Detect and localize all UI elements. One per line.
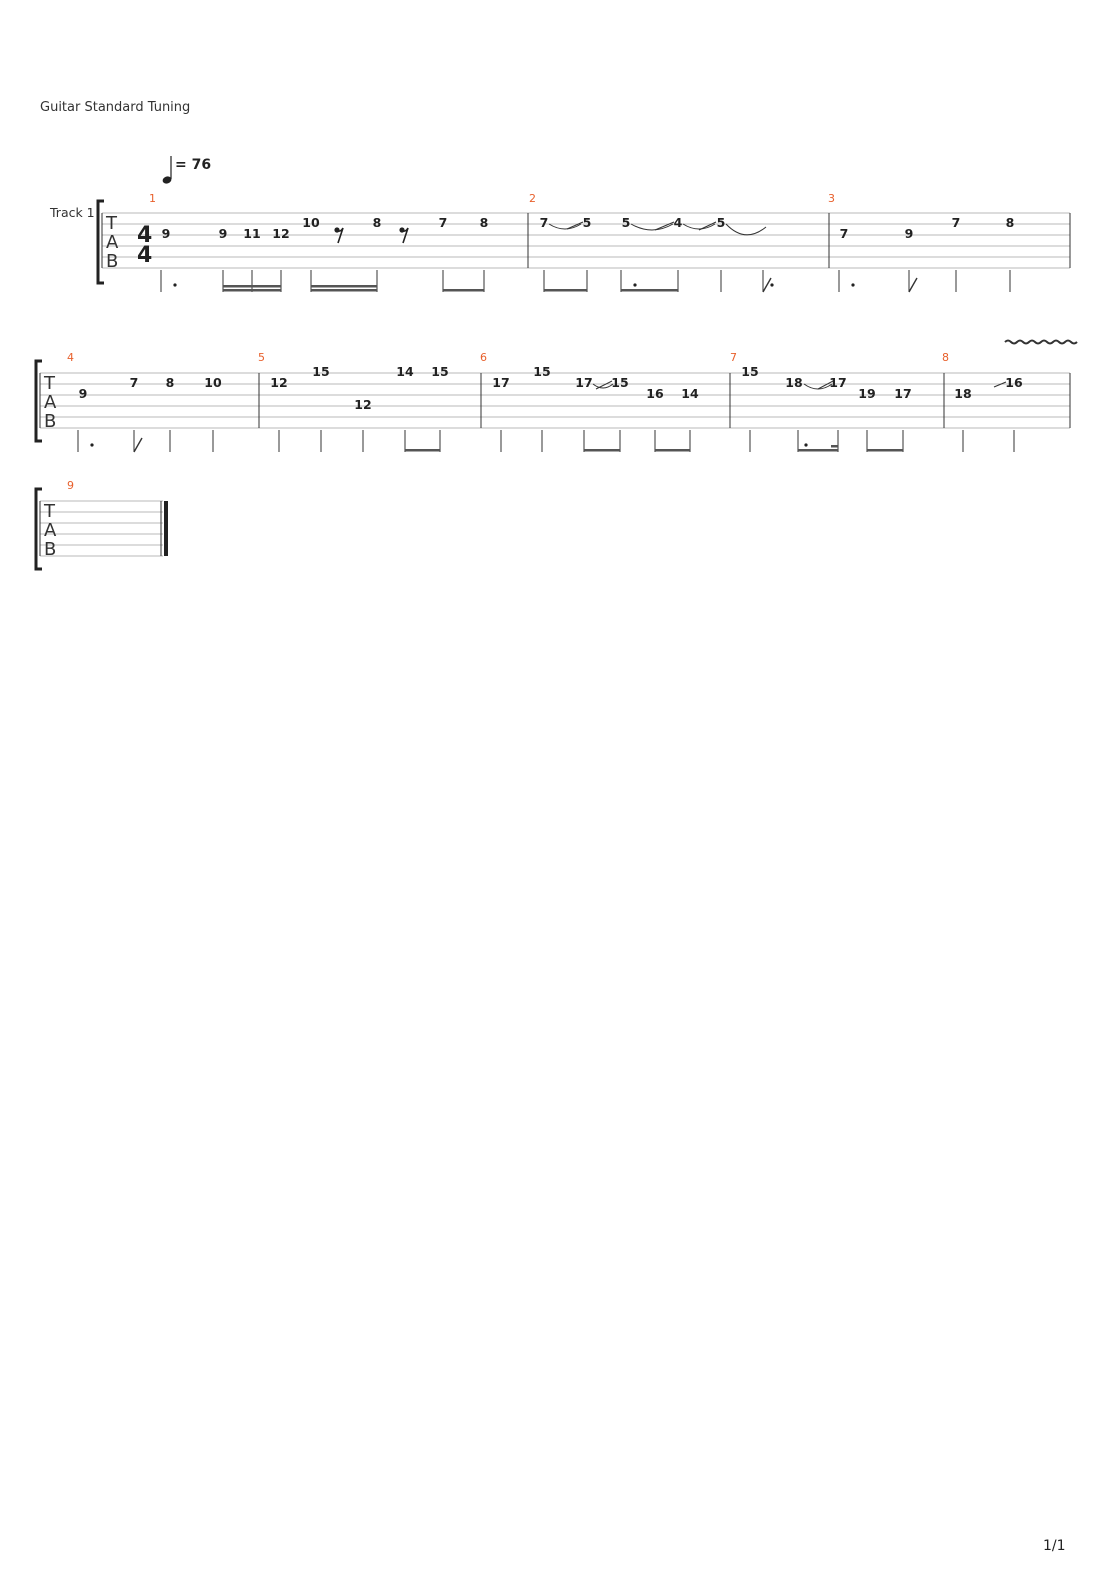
tab-staff-lines [102,212,1070,269]
system-2: T A B 4 5 6 7 8 9 7 8 10 12 15 12 14 15 … [34,339,1078,453]
measure-number: 3 [828,192,835,205]
measure-number: 4 [67,351,74,364]
tab-letter-t: T [43,501,56,522]
fret-number: 14 [681,386,699,401]
page-number: 1/1 [1043,1538,1066,1554]
fret-number: 7 [952,215,961,230]
fret-number: 7 [840,226,849,241]
tempo-text: = 76 [175,157,211,173]
rhythm-dots [90,443,808,447]
rhythm-flags [762,277,918,293]
final-barline-thick [164,501,168,556]
fret-number: 17 [829,375,846,390]
fret-number: 17 [575,375,592,390]
tie-slide-marks [548,221,767,236]
fret-number: 4 [674,215,683,230]
tab-letter-t: T [43,373,56,394]
rhythm-stems [77,430,1015,452]
fret-number: 10 [204,375,222,390]
fret-number: 12 [354,397,371,412]
rhythm-dots [173,283,855,287]
fret-number: 9 [905,226,914,241]
fret-number: 8 [480,215,489,230]
fret-number: 15 [312,364,329,379]
fret-number: 16 [1005,375,1023,390]
fret-number: 7 [439,215,448,230]
measure-number: 8 [942,351,949,364]
measure-number: 1 [149,192,156,205]
measure-number: 5 [258,351,265,364]
fret-number: 15 [533,364,550,379]
tab-staff-lines [40,500,163,557]
fret-number: 15 [431,364,448,379]
fret-number: 14 [396,364,414,379]
fret-number: 8 [1006,215,1015,230]
measure-number: 9 [67,479,74,492]
time-signature-bottom: 4 [137,243,152,268]
system-brace [34,487,42,571]
barlines [101,213,1071,268]
fret-number: 9 [219,226,228,241]
rhythm-beams [223,285,678,292]
fret-number: 5 [583,215,592,230]
vibrato-mark [1004,339,1078,345]
tab-letter-a: A [44,392,57,413]
tab-letter-a: A [106,232,119,253]
measure-number: 2 [529,192,536,205]
time-signature-top: 4 [137,223,152,248]
track-label: Track 1 [49,205,95,220]
barlines [39,373,1071,428]
fret-number: 5 [622,215,631,230]
fret-number: 16 [646,386,664,401]
system-1: Track 1 T A B 4 4 1 2 3 9 9 11 1 [49,192,1071,293]
fret-number: 18 [954,386,971,401]
fret-number: 8 [166,375,175,390]
fret-number: 7 [130,375,139,390]
system-brace [96,199,104,285]
rhythm-flags [133,437,143,453]
fret-number: 7 [540,215,549,230]
fret-number: 18 [785,375,802,390]
rhythm-beams [405,445,903,452]
fret-number: 15 [611,375,628,390]
fret-number: 19 [858,386,875,401]
measure-number: 7 [730,351,737,364]
tab-staff-lines [40,372,1070,429]
tempo-marking: = 76 [162,156,211,184]
fret-number: 17 [894,386,911,401]
tab-letter-b: B [106,251,118,272]
measure-number: 6 [480,351,487,364]
fret-number: 9 [162,226,171,241]
tie-slide-marks [592,380,1007,390]
fret-number: 15 [741,364,758,379]
tab-letter-a: A [44,520,57,541]
fret-number: 10 [302,215,320,230]
tab-letter-t: T [105,213,118,234]
tab-letter-b: B [44,539,56,560]
system-brace [34,359,42,443]
fret-number: 12 [270,375,287,390]
fret-number: 11 [243,226,260,241]
fret-number: 5 [717,215,726,230]
fret-number: 8 [373,215,382,230]
tab-letter-b: B [44,411,56,432]
fret-number: 9 [79,386,88,401]
fret-number: 17 [492,375,509,390]
rhythm-stems [160,270,1011,292]
fret-number: 12 [272,226,289,241]
tuning-label: Guitar Standard Tuning [40,100,191,115]
system-3: T A B 9 [34,479,168,571]
